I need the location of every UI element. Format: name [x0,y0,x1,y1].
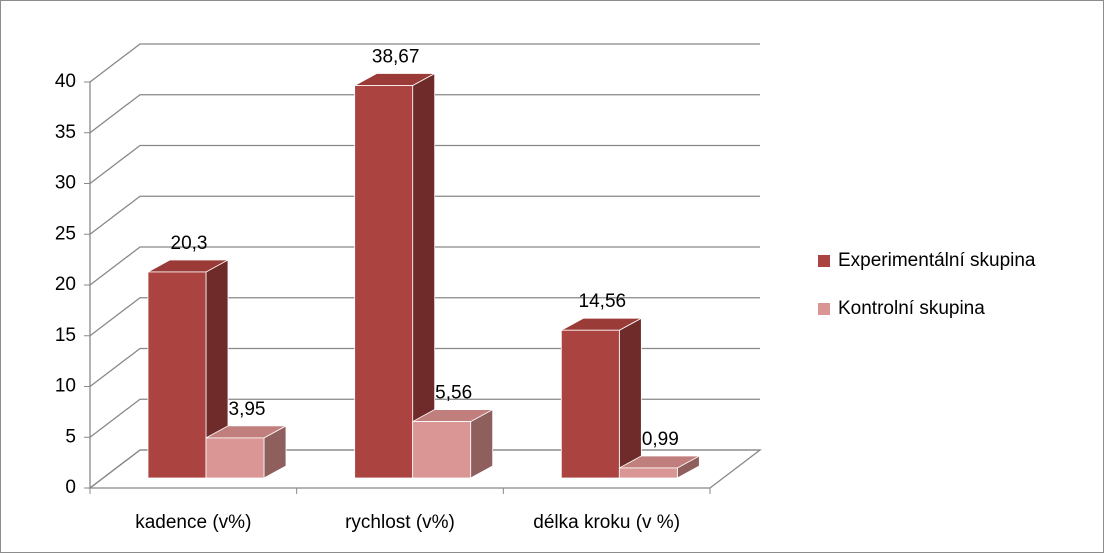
grid-line [89,94,760,134]
bar [205,437,265,479]
grid-line [89,449,760,489]
legend-label: Kontrolní skupina [838,298,985,319]
y-tick-label: 10 [55,376,76,397]
y-tick-label: 30 [55,173,76,194]
bar [412,421,472,479]
x-tick-label: kadence (v%) [135,512,251,533]
grid-line [89,195,760,235]
bar [618,467,678,479]
data-label: 20,3 [171,233,208,254]
y-tick-label: 20 [55,274,76,295]
x-tick-label: rychlost (v%) [345,512,455,533]
grid-line [89,246,760,286]
grid-line [89,144,760,185]
bar [147,271,207,479]
bar-side [618,317,642,479]
y-tick-label: 5 [65,426,76,447]
bar [354,85,414,479]
data-label: 14,56 [579,291,627,312]
y-tick-label: 15 [55,325,76,346]
legend-swatch [818,255,830,267]
legend-label: Experimentální skupina [838,250,1036,271]
y-tick-label: 25 [55,223,76,244]
x-tick-label: délka kroku (v %) [533,512,680,533]
data-label: 0,99 [642,429,679,450]
grid-line [89,297,760,337]
legend-swatch [818,303,830,315]
y-tick-label: 0 [65,477,76,498]
data-label: 5,56 [435,383,472,404]
grid-line [89,398,760,438]
y-tick-label: 40 [55,71,76,92]
data-label: 38,67 [372,47,420,68]
data-label: 3,95 [229,399,266,420]
y-tick-label: 35 [55,122,76,143]
bar [560,329,620,479]
grid-line [89,347,760,388]
grid-line [89,43,760,83]
